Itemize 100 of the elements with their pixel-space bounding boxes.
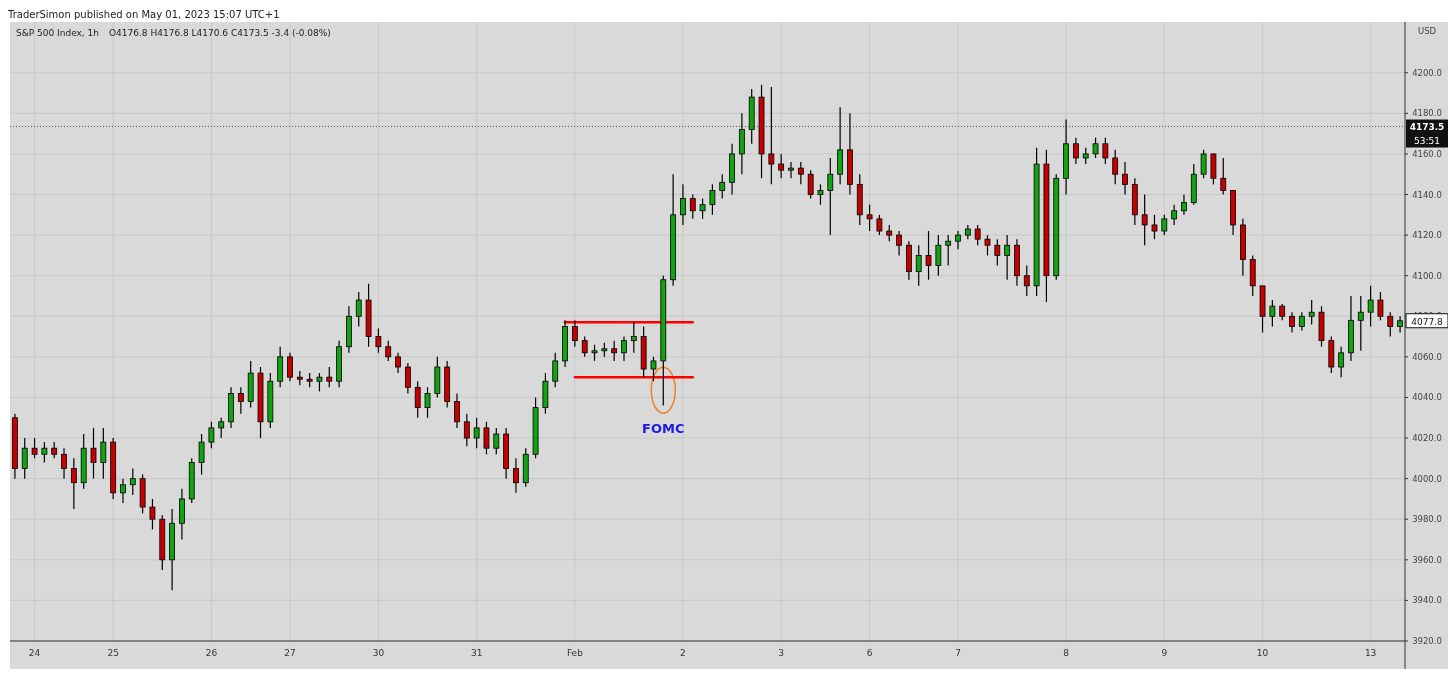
candlestick: [1004, 234, 1011, 281]
y-tick-label: 3980.0: [1412, 514, 1442, 525]
y-tick-label: 4040.0: [1412, 392, 1442, 403]
candlestick: [768, 86, 775, 185]
candlestick: [1367, 285, 1374, 328]
candlestick: [404, 362, 411, 394]
annotation: FOMC: [642, 421, 685, 437]
ref-line-label: 4173.5: [1409, 121, 1445, 132]
candlestick: [1397, 315, 1403, 334]
candlestick: [1338, 346, 1345, 378]
candlestick: [778, 153, 785, 179]
candlestick: [611, 340, 618, 362]
candlestick: [984, 234, 991, 256]
y-tick-label: 4120.0: [1412, 230, 1442, 241]
candlestick: [807, 169, 814, 200]
candlestick: [876, 214, 883, 236]
candlestick: [709, 183, 716, 216]
candlestick: [129, 467, 136, 496]
text: O4176.8 H4176.8 L4170.6 C4173.5 -3.4 (-0.08%): [109, 28, 331, 38]
candlestick: [925, 230, 932, 281]
candlestick: [571, 319, 578, 348]
x-tick-label: 26: [205, 648, 218, 658]
y-tick-label: 4140.0: [1412, 189, 1442, 200]
candlestick: [237, 386, 244, 415]
candlestick: [90, 427, 97, 480]
x-tick-label: 8: [1063, 648, 1070, 658]
candlestick: [699, 197, 706, 220]
candlestick: [1161, 214, 1168, 236]
candlestick: [1298, 311, 1305, 332]
candlestick: [375, 327, 382, 354]
y-axis-title: USD: [1417, 26, 1437, 36]
x-tick-label: 10: [1256, 648, 1269, 658]
y-tick-label: 3960.0: [1412, 554, 1442, 565]
candlestick: [385, 340, 392, 362]
y-tick-label: 4200.0: [1412, 67, 1442, 78]
candlestick: [1073, 137, 1079, 165]
y-tick-label: 4100.0: [1412, 270, 1442, 281]
candlestick: [198, 433, 205, 476]
candlestick: [120, 478, 126, 504]
candlestick: [1023, 264, 1030, 297]
candlestick: [463, 413, 470, 447]
candlestick: [493, 427, 500, 455]
candlestick: [513, 457, 519, 494]
y-tick-label: 4020.0: [1412, 433, 1442, 444]
candlestick: [1151, 214, 1158, 240]
y-tick-label: 4060.0: [1412, 351, 1442, 362]
candlestick: [454, 392, 460, 429]
x-tick-label: 25: [107, 648, 119, 658]
candlestick: [1357, 295, 1364, 352]
candlestick: [1269, 299, 1276, 328]
candlestick: [326, 366, 333, 388]
candlestick: [915, 244, 922, 287]
candlestick: [1122, 161, 1128, 196]
candlestick: [218, 417, 225, 439]
candlestick: [287, 352, 293, 382]
candlestick: [935, 234, 942, 277]
y-tick-label: 4160.0: [1412, 148, 1442, 159]
candlestick: [896, 230, 902, 256]
candlestick: [552, 352, 559, 388]
candlestick: [100, 427, 107, 480]
candlestick: [1220, 157, 1227, 196]
candlestick: [1200, 149, 1207, 179]
y-tick-label: 4180.0: [1412, 108, 1442, 119]
y-tick-label: 3920.0: [1412, 636, 1442, 646]
candlestick: [424, 386, 431, 419]
candlestick: [827, 157, 834, 236]
x-tick-label: 27: [284, 648, 296, 658]
candlestick: [630, 321, 637, 354]
x-tick-label: 9: [1161, 648, 1168, 658]
x-tick-label: Feb: [566, 648, 584, 658]
candlestick: [994, 238, 1001, 267]
text: TraderSimon published on May 01, 2023 15:07 UTC+1: [7, 9, 280, 20]
candlestick: [788, 161, 794, 179]
candlestick: [797, 161, 804, 185]
candlestick: [395, 352, 401, 374]
candlestick: [473, 417, 480, 449]
candlestick: [70, 457, 77, 510]
candlestick: [61, 447, 67, 480]
candlestick: [316, 372, 323, 392]
candlestick: [1141, 193, 1148, 246]
x-tick-label: 30: [372, 648, 385, 658]
candlestick: [1387, 311, 1394, 338]
candlestick: [414, 380, 421, 419]
annotation: 4077.8: [1411, 316, 1444, 327]
x-tick-label: 13: [1364, 648, 1377, 658]
x-tick-label: 7: [955, 648, 961, 658]
candlestick: [719, 173, 726, 200]
candlestick: [1171, 204, 1178, 226]
candlestick: [650, 356, 657, 382]
candlestick: [680, 183, 686, 226]
candlestick: [945, 234, 952, 267]
candlestick: [1112, 149, 1119, 185]
candlestick: [483, 421, 490, 455]
candlestick: [1308, 299, 1315, 325]
candlestick: [1092, 137, 1099, 159]
x-tick-label: 3: [778, 648, 785, 658]
candlestick: [1289, 311, 1295, 334]
candlestick: [581, 335, 588, 358]
x-tick-label: 24: [28, 648, 41, 658]
candlestick: [1377, 291, 1384, 321]
